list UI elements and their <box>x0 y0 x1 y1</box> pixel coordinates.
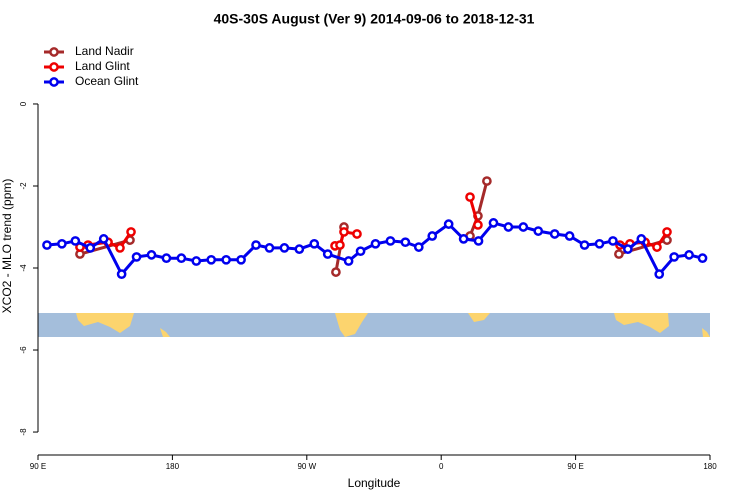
point <box>623 244 633 254</box>
point <box>518 222 529 232</box>
point <box>385 236 396 246</box>
point <box>652 242 662 252</box>
point <box>191 256 202 266</box>
y-tick-label: -4 <box>19 264 28 272</box>
x-tick-label: 180 <box>703 462 717 471</box>
point <box>85 243 96 253</box>
point <box>251 240 261 250</box>
point <box>206 254 217 265</box>
legend-label: Ocean Glint <box>75 74 139 88</box>
x-tick-label: 90 E <box>567 462 583 471</box>
point <box>594 238 605 249</box>
point <box>264 243 275 253</box>
point <box>669 252 680 262</box>
point <box>370 238 381 249</box>
point <box>146 250 157 260</box>
point <box>413 242 424 252</box>
point <box>176 253 187 264</box>
point <box>70 236 81 246</box>
legend-marker <box>49 47 59 57</box>
point <box>533 226 544 236</box>
point <box>309 238 320 249</box>
y-tick-label: 0 <box>19 101 28 106</box>
legend-marker <box>49 62 59 72</box>
point <box>488 218 499 228</box>
y-axis-label: XCO2 - MLO trend (ppm) <box>0 179 14 314</box>
point <box>458 234 469 244</box>
point <box>684 250 694 260</box>
point <box>614 249 624 259</box>
point <box>343 256 354 266</box>
point <box>473 220 483 230</box>
point <box>322 249 333 259</box>
x-tick-label: 90 W <box>297 462 316 471</box>
point <box>636 234 647 244</box>
point <box>564 231 575 241</box>
point <box>465 192 475 202</box>
point <box>654 269 665 280</box>
legend-marker <box>49 77 59 87</box>
point <box>662 227 672 237</box>
point <box>126 227 136 237</box>
y-tick-label: -8 <box>19 428 28 436</box>
point <box>473 236 484 246</box>
x-tick-label: 180 <box>166 462 180 471</box>
point <box>443 219 454 229</box>
point <box>482 176 492 186</box>
point <box>331 267 341 277</box>
y-tick-label: -6 <box>19 346 28 354</box>
point <box>503 222 514 232</box>
point <box>161 253 172 264</box>
point <box>115 243 125 253</box>
point <box>98 234 109 244</box>
point <box>131 252 142 262</box>
point <box>116 269 127 280</box>
y-tick-label: -2 <box>19 182 28 190</box>
point <box>355 246 366 257</box>
x-tick-label: 90 E <box>30 462 46 471</box>
point <box>608 236 618 246</box>
point <box>697 253 708 264</box>
point <box>400 237 411 248</box>
point <box>427 231 438 241</box>
chart-title: 40S-30S August (Ver 9) 2014-09-06 to 201… <box>214 11 535 27</box>
point <box>579 240 590 250</box>
point <box>236 254 246 265</box>
point <box>42 240 52 250</box>
point <box>352 229 362 239</box>
x-axis-label: Longitude <box>348 476 401 490</box>
point <box>221 254 232 265</box>
point <box>294 244 305 254</box>
legend-label: Land Nadir <box>75 44 134 58</box>
point <box>57 238 67 249</box>
point <box>339 227 349 237</box>
x-tick-label: 0 <box>439 462 444 471</box>
point <box>549 229 560 239</box>
point <box>335 240 345 250</box>
point <box>279 243 290 253</box>
legend-label: Land Glint <box>75 59 130 73</box>
map-strip <box>38 313 710 337</box>
